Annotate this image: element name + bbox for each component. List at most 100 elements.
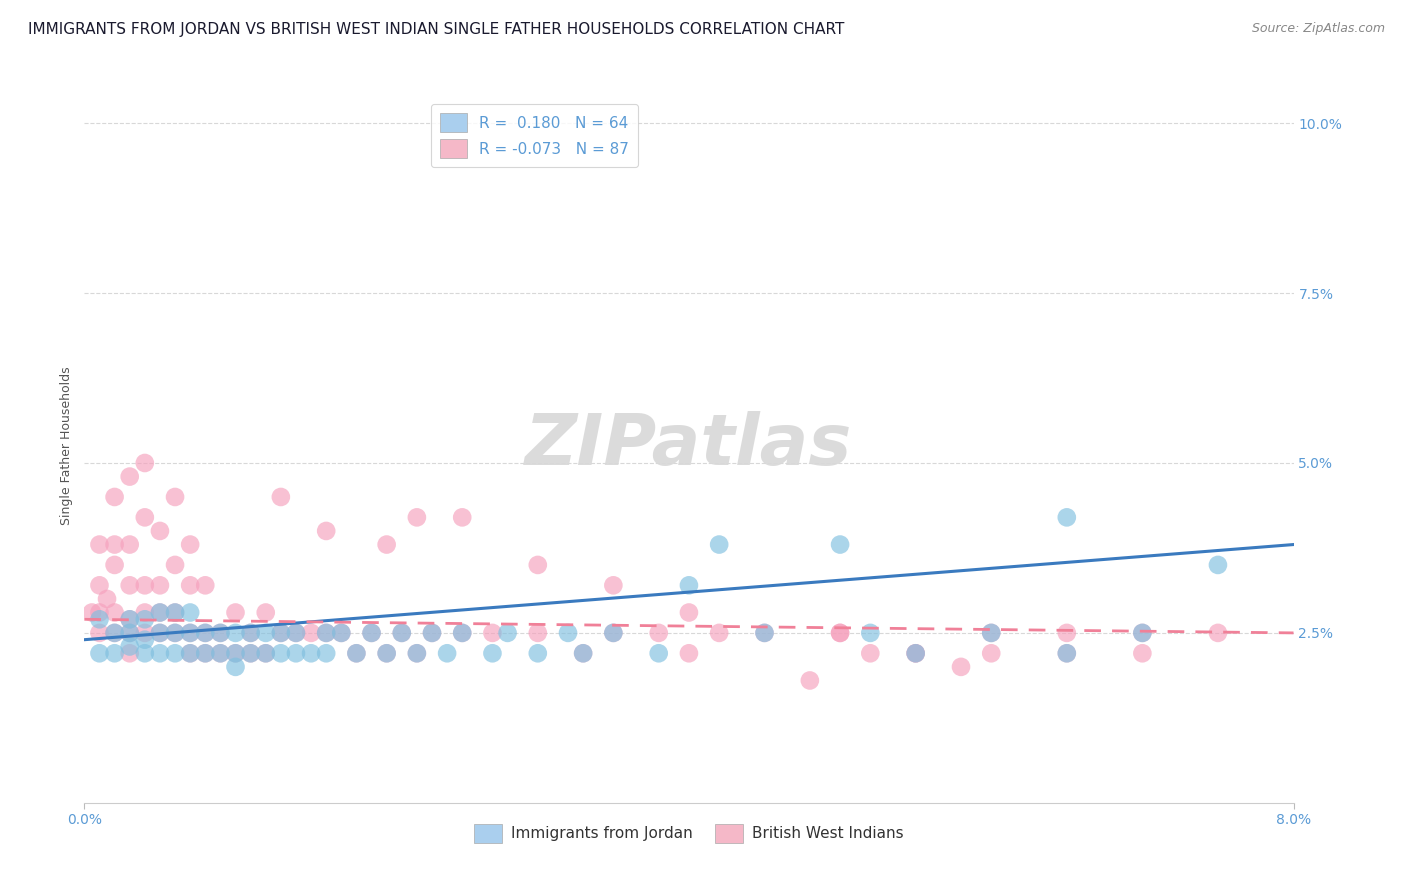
Point xyxy=(980,626,1002,640)
Point xyxy=(330,626,353,640)
Point xyxy=(330,626,353,640)
Point xyxy=(149,578,172,592)
Point xyxy=(104,646,127,660)
Point xyxy=(754,626,776,640)
Point xyxy=(118,537,141,551)
Point xyxy=(104,626,127,640)
Point xyxy=(299,646,322,660)
Point xyxy=(209,646,232,660)
Point xyxy=(239,646,262,660)
Point xyxy=(134,606,156,620)
Point xyxy=(118,612,141,626)
Point xyxy=(285,626,308,640)
Point xyxy=(194,646,217,660)
Point xyxy=(80,606,103,620)
Point xyxy=(602,626,624,640)
Point xyxy=(194,626,217,640)
Point xyxy=(678,578,700,592)
Point xyxy=(239,626,262,640)
Point xyxy=(346,646,368,660)
Point xyxy=(104,626,127,640)
Point xyxy=(420,626,443,640)
Y-axis label: Single Father Households: Single Father Households xyxy=(60,367,73,525)
Point xyxy=(104,537,127,551)
Point xyxy=(89,646,111,660)
Point xyxy=(375,537,398,551)
Point xyxy=(89,612,111,626)
Point xyxy=(254,626,277,640)
Point xyxy=(134,456,156,470)
Point xyxy=(315,626,337,640)
Point xyxy=(572,646,595,660)
Point xyxy=(209,626,232,640)
Point xyxy=(678,646,700,660)
Point xyxy=(104,490,127,504)
Point xyxy=(165,626,187,640)
Point xyxy=(285,646,308,660)
Point xyxy=(602,578,624,592)
Point xyxy=(451,626,474,640)
Point xyxy=(225,606,247,620)
Point xyxy=(1132,626,1154,640)
Point xyxy=(104,558,127,572)
Point xyxy=(315,626,337,640)
Text: ZIPatlas: ZIPatlas xyxy=(526,411,852,481)
Point xyxy=(165,646,187,660)
Point xyxy=(179,646,201,660)
Point xyxy=(225,646,247,660)
Point xyxy=(96,591,118,606)
Point xyxy=(451,510,474,524)
Point xyxy=(360,626,382,640)
Point xyxy=(406,510,429,524)
Point xyxy=(149,646,172,660)
Point xyxy=(194,626,217,640)
Point xyxy=(436,646,458,660)
Point xyxy=(830,537,852,551)
Point xyxy=(648,626,671,640)
Point xyxy=(980,626,1002,640)
Point xyxy=(557,626,579,640)
Point xyxy=(375,646,398,660)
Point xyxy=(315,646,337,660)
Point xyxy=(1132,626,1154,640)
Point xyxy=(496,626,519,640)
Point xyxy=(165,606,187,620)
Point xyxy=(209,646,232,660)
Point xyxy=(360,626,382,640)
Point xyxy=(225,646,247,660)
Point xyxy=(754,626,776,640)
Point xyxy=(118,640,141,654)
Point xyxy=(254,606,277,620)
Point xyxy=(134,578,156,592)
Point xyxy=(375,646,398,660)
Point xyxy=(451,626,474,640)
Point xyxy=(1056,626,1078,640)
Point xyxy=(299,626,322,640)
Point xyxy=(179,626,201,640)
Point xyxy=(149,626,172,640)
Point xyxy=(481,626,503,640)
Point xyxy=(225,660,247,674)
Point xyxy=(149,524,172,538)
Point xyxy=(134,612,156,626)
Point xyxy=(165,606,187,620)
Point xyxy=(1206,626,1229,640)
Point xyxy=(527,558,550,572)
Point xyxy=(194,578,217,592)
Point xyxy=(527,646,550,660)
Point xyxy=(149,606,172,620)
Point xyxy=(315,524,337,538)
Point xyxy=(89,626,111,640)
Point xyxy=(830,626,852,640)
Point xyxy=(406,646,429,660)
Point xyxy=(481,646,503,660)
Point xyxy=(134,632,156,647)
Text: IMMIGRANTS FROM JORDAN VS BRITISH WEST INDIAN SINGLE FATHER HOUSEHOLDS CORRELATI: IMMIGRANTS FROM JORDAN VS BRITISH WEST I… xyxy=(28,22,845,37)
Point xyxy=(830,626,852,640)
Point xyxy=(225,626,247,640)
Point xyxy=(950,660,973,674)
Point xyxy=(285,626,308,640)
Point xyxy=(165,558,187,572)
Point xyxy=(602,626,624,640)
Point xyxy=(118,626,141,640)
